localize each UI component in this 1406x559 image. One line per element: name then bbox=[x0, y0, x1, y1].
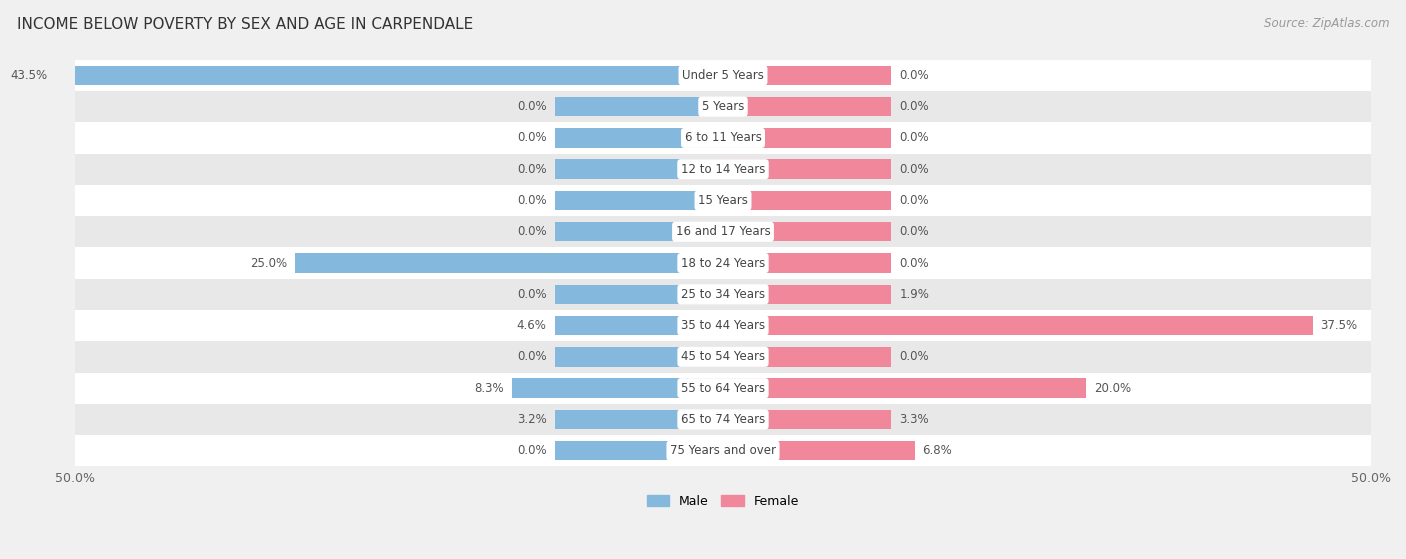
Text: 8.3%: 8.3% bbox=[474, 382, 503, 395]
Bar bbox=[75, 372, 1371, 404]
Bar bbox=[295, 253, 723, 273]
Text: 0.0%: 0.0% bbox=[517, 100, 547, 113]
Bar bbox=[554, 410, 723, 429]
Text: 6 to 11 Years: 6 to 11 Years bbox=[685, 131, 762, 144]
Bar bbox=[723, 316, 1313, 335]
Bar bbox=[723, 65, 891, 85]
Text: 1.9%: 1.9% bbox=[900, 288, 929, 301]
Bar bbox=[56, 65, 723, 85]
Text: 37.5%: 37.5% bbox=[1320, 319, 1358, 332]
Bar bbox=[723, 441, 915, 461]
Text: 0.0%: 0.0% bbox=[517, 288, 547, 301]
Bar bbox=[723, 159, 891, 179]
Text: 0.0%: 0.0% bbox=[900, 225, 929, 238]
Bar bbox=[75, 341, 1371, 372]
Bar bbox=[723, 191, 891, 210]
Bar bbox=[75, 248, 1371, 279]
Text: INCOME BELOW POVERTY BY SEX AND AGE IN CARPENDALE: INCOME BELOW POVERTY BY SEX AND AGE IN C… bbox=[17, 17, 474, 32]
Text: 0.0%: 0.0% bbox=[517, 194, 547, 207]
Bar bbox=[554, 97, 723, 116]
Text: 0.0%: 0.0% bbox=[900, 350, 929, 363]
Bar bbox=[723, 222, 891, 241]
Bar bbox=[75, 310, 1371, 341]
Text: 65 to 74 Years: 65 to 74 Years bbox=[681, 413, 765, 426]
Text: 0.0%: 0.0% bbox=[517, 225, 547, 238]
Text: 0.0%: 0.0% bbox=[900, 69, 929, 82]
Text: 0.0%: 0.0% bbox=[900, 163, 929, 176]
Text: 5 Years: 5 Years bbox=[702, 100, 744, 113]
Bar bbox=[723, 97, 891, 116]
Text: 43.5%: 43.5% bbox=[11, 69, 48, 82]
Text: 15 Years: 15 Years bbox=[697, 194, 748, 207]
Bar bbox=[723, 128, 891, 148]
Bar bbox=[75, 279, 1371, 310]
Text: 45 to 54 Years: 45 to 54 Years bbox=[681, 350, 765, 363]
Text: 0.0%: 0.0% bbox=[517, 131, 547, 144]
Bar bbox=[512, 378, 723, 398]
Bar bbox=[75, 91, 1371, 122]
Bar bbox=[723, 347, 891, 367]
Bar bbox=[554, 347, 723, 367]
Bar bbox=[75, 404, 1371, 435]
Bar bbox=[723, 285, 891, 304]
Text: 25 to 34 Years: 25 to 34 Years bbox=[681, 288, 765, 301]
Bar bbox=[75, 435, 1371, 466]
Text: 0.0%: 0.0% bbox=[517, 444, 547, 457]
Bar bbox=[554, 316, 723, 335]
Text: 0.0%: 0.0% bbox=[900, 257, 929, 269]
Bar bbox=[723, 253, 891, 273]
Text: 6.8%: 6.8% bbox=[922, 444, 952, 457]
Bar bbox=[75, 216, 1371, 248]
Bar bbox=[75, 122, 1371, 154]
Bar bbox=[75, 154, 1371, 185]
Bar bbox=[554, 128, 723, 148]
Text: 75 Years and over: 75 Years and over bbox=[671, 444, 776, 457]
Text: 18 to 24 Years: 18 to 24 Years bbox=[681, 257, 765, 269]
Text: 0.0%: 0.0% bbox=[900, 131, 929, 144]
Bar bbox=[554, 222, 723, 241]
Text: 3.2%: 3.2% bbox=[517, 413, 547, 426]
Bar bbox=[554, 441, 723, 461]
Bar bbox=[75, 60, 1371, 91]
Bar bbox=[75, 185, 1371, 216]
Text: 0.0%: 0.0% bbox=[900, 194, 929, 207]
Text: 12 to 14 Years: 12 to 14 Years bbox=[681, 163, 765, 176]
Text: Under 5 Years: Under 5 Years bbox=[682, 69, 763, 82]
Text: 0.0%: 0.0% bbox=[900, 100, 929, 113]
Bar bbox=[554, 285, 723, 304]
Text: 55 to 64 Years: 55 to 64 Years bbox=[681, 382, 765, 395]
Bar bbox=[723, 410, 891, 429]
Text: 16 and 17 Years: 16 and 17 Years bbox=[676, 225, 770, 238]
Text: 0.0%: 0.0% bbox=[517, 163, 547, 176]
Text: 35 to 44 Years: 35 to 44 Years bbox=[681, 319, 765, 332]
Text: 25.0%: 25.0% bbox=[250, 257, 288, 269]
Text: 20.0%: 20.0% bbox=[1094, 382, 1130, 395]
Bar bbox=[554, 191, 723, 210]
Text: 3.3%: 3.3% bbox=[900, 413, 929, 426]
Bar bbox=[554, 159, 723, 179]
Text: Source: ZipAtlas.com: Source: ZipAtlas.com bbox=[1264, 17, 1389, 30]
Text: 0.0%: 0.0% bbox=[517, 350, 547, 363]
Legend: Male, Female: Male, Female bbox=[641, 490, 804, 513]
Bar bbox=[723, 378, 1085, 398]
Text: 4.6%: 4.6% bbox=[517, 319, 547, 332]
